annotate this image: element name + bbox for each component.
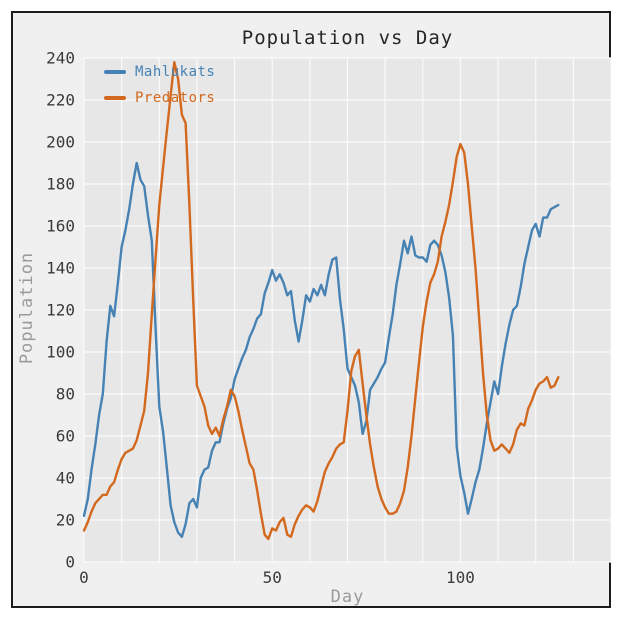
chart-title: Population vs Day	[241, 27, 454, 49]
y-tick-label: 160	[46, 217, 75, 236]
series-line-mahlukats	[82, 161, 560, 538]
x-tick-label: 100	[446, 568, 475, 587]
series-line-predators	[82, 61, 560, 541]
legend-label-mahlukats: Mahlukats	[135, 64, 216, 80]
y-tick-label: 0	[65, 553, 75, 572]
y-tick-label: 100	[46, 343, 75, 362]
mahlukats-line-swatch-icon	[104, 70, 126, 74]
x-tick-label: 50	[263, 568, 282, 587]
x-tick-label: 0	[79, 568, 89, 587]
predators-line-swatch-icon	[104, 96, 126, 100]
y-tick-label: 40	[56, 469, 75, 488]
legend-label-predators: Predators	[135, 90, 216, 106]
y-tick-label: 200	[46, 133, 75, 152]
legend-item-mahlukats: Mahlukats	[104, 62, 215, 82]
y-tick-label: 220	[46, 91, 75, 110]
x-axis-label: Day	[330, 587, 365, 607]
y-tick-label: 20	[56, 511, 75, 530]
y-tick-label: 60	[56, 427, 75, 446]
legend-item-predators: Predators	[104, 88, 215, 108]
y-tick-label: 140	[46, 259, 75, 278]
y-axis-label: Population	[17, 251, 37, 365]
y-tick-label: 180	[46, 175, 75, 194]
y-tick-label: 80	[56, 385, 75, 404]
y-tick-label: 240	[46, 49, 75, 68]
y-tick-label: 120	[46, 301, 75, 320]
